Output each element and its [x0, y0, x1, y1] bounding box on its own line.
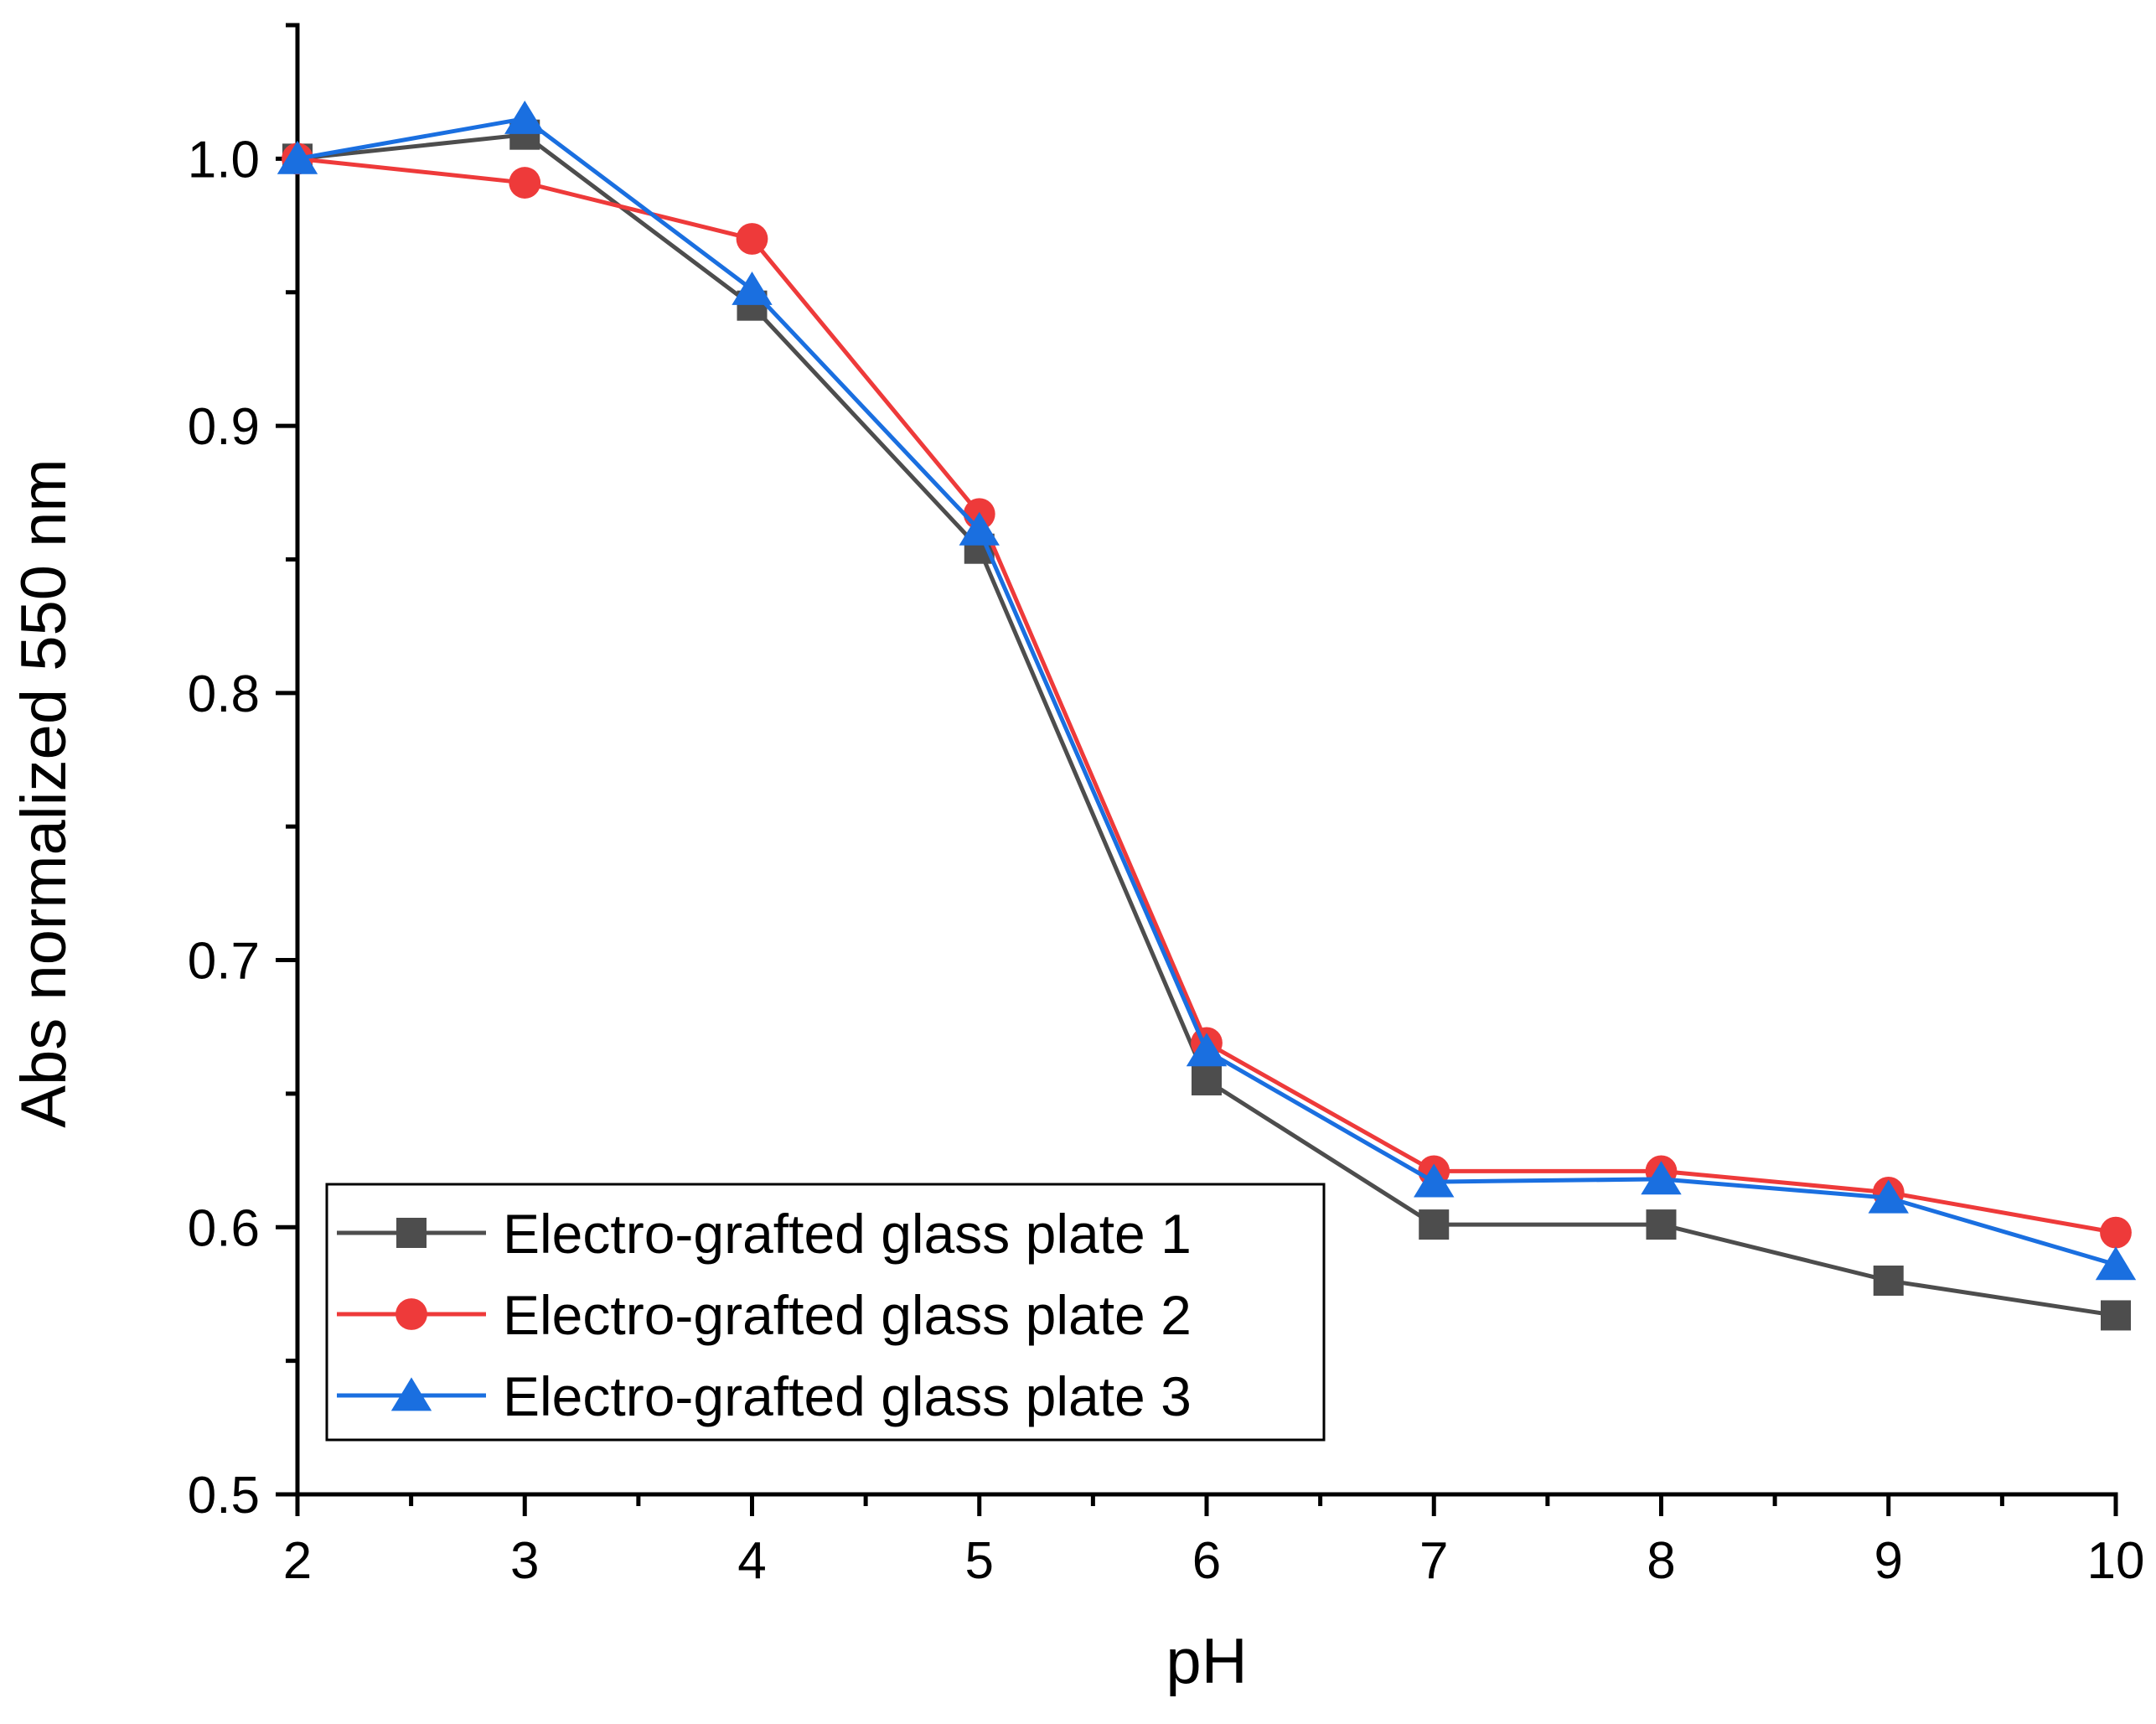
- x-tick-label: 3: [510, 1532, 539, 1590]
- data-point: [732, 271, 773, 305]
- legend-item-3: Electro-grafted glass plate 3: [337, 1365, 1192, 1427]
- x-tick-label: 9: [1874, 1532, 1903, 1590]
- data-point: [1641, 1161, 1682, 1195]
- data-point: [959, 511, 1000, 546]
- series-line: [297, 132, 2117, 1318]
- data-point: [1868, 1179, 1909, 1214]
- x-tick-label: 10: [2087, 1532, 2145, 1590]
- legend-marker: [390, 1377, 432, 1411]
- data-point: [736, 223, 768, 255]
- legend-marker: [396, 1298, 427, 1330]
- x-tick-label: 7: [1419, 1532, 1448, 1590]
- series-1: [282, 119, 2131, 1331]
- legend-box: [325, 1183, 1326, 1442]
- data-point: [1414, 1163, 1455, 1198]
- x-axis-title: pH: [1166, 1626, 1247, 1697]
- data-point: [509, 167, 541, 199]
- data-point: [1419, 1209, 1450, 1240]
- y-tick-label: 0.5: [188, 1467, 260, 1525]
- series-layer: [277, 100, 2137, 1331]
- legend-label: Electro-grafted glass plate 3: [503, 1365, 1192, 1427]
- data-point: [504, 100, 545, 134]
- x-tick-label: 4: [737, 1532, 766, 1590]
- series-3: [277, 100, 2137, 1281]
- x-tick-label: 8: [1647, 1532, 1675, 1590]
- x-tick-label: 5: [965, 1532, 994, 1590]
- axes: 2 3 4 5 6 7 8 9 10 0.5 0.6 0.7 0.8 0.9 1.0: [188, 23, 2145, 1590]
- legend-marker: [396, 1218, 427, 1248]
- data-point: [2095, 1246, 2137, 1281]
- y-tick-label: 0.8: [188, 665, 260, 723]
- x-tick-label: 2: [283, 1532, 312, 1590]
- y-tick-label: 0.6: [188, 1199, 260, 1257]
- data-point: [1646, 1209, 1677, 1240]
- x-tick-label: 6: [1192, 1532, 1221, 1590]
- y-tick-label: 0.9: [188, 398, 260, 456]
- legend: Electro-grafted glass plate 1 Electro-gra…: [325, 1183, 1326, 1442]
- y-axis-title: Abs normalized 550 nm: [8, 458, 80, 1127]
- data-point: [2101, 1300, 2131, 1331]
- y-tick-label: 1.0: [188, 131, 260, 189]
- data-point: [1873, 1266, 1904, 1297]
- data-point: [1192, 1064, 1222, 1095]
- data-point: [1186, 1033, 1228, 1067]
- data-point: [2100, 1216, 2132, 1249]
- legend-item-1: Electro-grafted glass plate 1: [337, 1203, 1192, 1265]
- legend-item-2: Electro-grafted glass plate 2: [337, 1284, 1192, 1346]
- y-tick-label: 0.7: [188, 933, 260, 991]
- legend-label: Electro-grafted glass plate 2: [503, 1284, 1192, 1346]
- legend-label: Electro-grafted glass plate 1: [503, 1203, 1192, 1265]
- data-point: [277, 140, 318, 174]
